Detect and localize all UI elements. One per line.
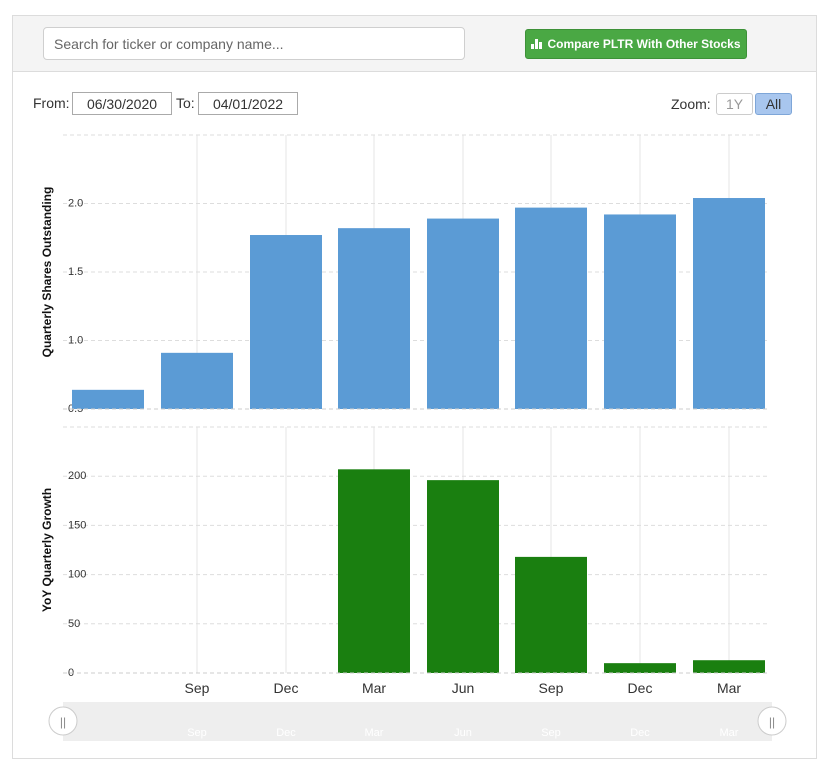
y-tick-label: 150	[68, 519, 86, 531]
navigator-tick-label: Dec	[276, 727, 296, 739]
bar-chart-icon	[531, 39, 543, 49]
handle-circle	[48, 706, 78, 736]
y-tick-label: 50	[68, 618, 80, 630]
navigator-track	[63, 702, 772, 741]
x-axis: Sep Dec Mar Jun Sep Dec Mar	[185, 680, 742, 696]
bar	[427, 218, 499, 409]
search-input[interactable]	[43, 27, 465, 60]
x-tick-label: Mar	[362, 680, 386, 696]
top-bar: Compare PLTR With Other Stocks	[13, 16, 816, 72]
x-tick-label: Mar	[717, 680, 741, 696]
bar	[338, 228, 410, 409]
compare-button-label: Compare PLTR With Other Stocks	[547, 37, 741, 51]
from-label: From:	[33, 95, 70, 111]
to-date-input[interactable]	[198, 92, 298, 115]
handle-grip-icon: ||	[769, 715, 775, 729]
y-tick-label: 2.0	[68, 198, 83, 210]
bar	[604, 663, 676, 673]
navigator-tick-label: Dec	[630, 727, 650, 739]
from-date-input[interactable]	[72, 92, 172, 115]
y-tick-label: 1.0	[68, 335, 83, 347]
navigator-left-handle[interactable]: ||	[48, 706, 78, 736]
navigator-tick-label: Mar	[720, 727, 739, 739]
x-tick-label: Dec	[628, 680, 653, 696]
y-axis-title: YoY Quarterly Growth	[40, 488, 54, 612]
bar	[72, 389, 144, 409]
navigator-tick-label: Mar	[365, 727, 384, 739]
navigator-right-handle[interactable]: ||	[757, 706, 787, 736]
bar	[515, 207, 587, 409]
handle-grip-icon: ||	[60, 715, 66, 729]
x-tick-label: Sep	[185, 680, 210, 696]
chart-widget: Compare PLTR With Other Stocks From: To:…	[12, 15, 817, 759]
x-tick-label: Jun	[452, 680, 475, 696]
bar	[515, 556, 587, 673]
range-navigator: Sep Dec Mar Jun Sep Dec Mar || ||	[48, 702, 787, 741]
y-tick-label: 200	[68, 470, 86, 482]
navigator-tick-label: Jun	[454, 727, 472, 739]
x-tick-label: Sep	[539, 680, 564, 696]
compare-stocks-button[interactable]: Compare PLTR With Other Stocks	[525, 29, 747, 59]
bar	[693, 198, 765, 409]
handle-circle	[757, 706, 787, 736]
bar	[250, 235, 322, 409]
zoom-1y-button[interactable]: 1Y	[716, 93, 753, 115]
y-tick-label: 1.5	[68, 266, 83, 278]
y-tick-label: 100	[68, 569, 86, 581]
navigator-tick-label: Sep	[187, 727, 207, 739]
zoom-label: Zoom:	[671, 96, 711, 112]
bar	[427, 480, 499, 673]
navigator-tick-label: Sep	[541, 727, 561, 739]
zoom-all-button[interactable]: All	[755, 93, 792, 115]
bar	[604, 214, 676, 409]
bar	[338, 469, 410, 673]
x-tick-label: Dec	[274, 680, 299, 696]
y-axis-title: Quarterly Shares Outstanding	[40, 187, 54, 358]
bar	[161, 352, 233, 409]
bar	[693, 660, 765, 673]
to-label: To:	[176, 95, 195, 111]
